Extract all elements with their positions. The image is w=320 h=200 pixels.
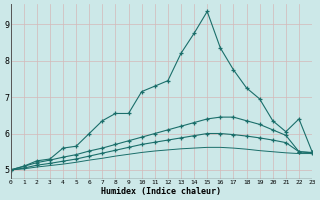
- X-axis label: Humidex (Indice chaleur): Humidex (Indice chaleur): [101, 187, 221, 196]
